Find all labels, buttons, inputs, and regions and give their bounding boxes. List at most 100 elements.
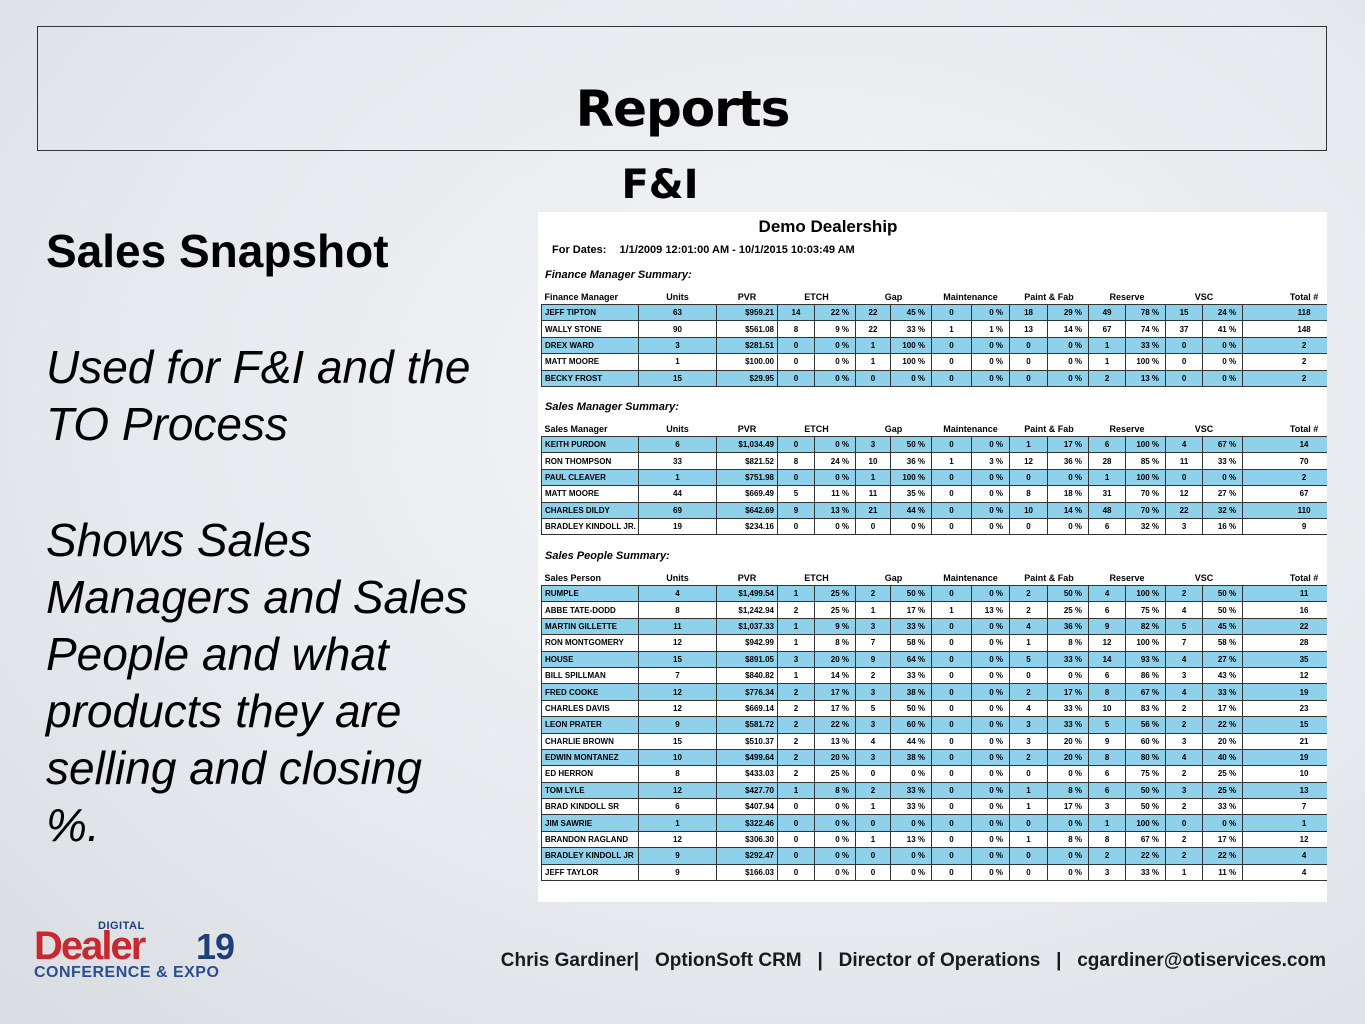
table-cell: 0 % (814, 814, 856, 832)
column-header: Reserve (1109, 424, 1145, 434)
table-cell: 18 (1009, 303, 1049, 322)
table-cell: 33 % (1047, 699, 1090, 718)
table-cell: 24 % (1202, 303, 1244, 322)
table-cell: $891.05 (716, 650, 778, 668)
row-name-cell: RUMPLE (541, 584, 639, 603)
table-cell: 50 % (889, 584, 933, 603)
table-cell: 0 % (814, 863, 856, 882)
table-cell: 0 % (814, 369, 856, 387)
table-cell: 4 (1009, 617, 1049, 636)
table-cell: 110 (1242, 501, 1327, 519)
table-cell: 9 (777, 501, 815, 519)
table-cell: 0 (777, 798, 815, 816)
table-cell: 0 (777, 336, 815, 355)
table-cell: 14 % (814, 666, 856, 685)
table-cell: 93 % (1125, 650, 1167, 668)
section-title: Finance Manager Summary: (545, 269, 692, 281)
table-cell: 12 (1088, 634, 1127, 652)
row-name-cell: PAUL CLEAVER (541, 468, 639, 487)
table-cell: 1 (777, 634, 815, 652)
table-cell: 0 (855, 517, 891, 536)
table-cell: 7 (638, 666, 717, 685)
table-cell: 1 (1009, 830, 1049, 849)
table-cell: 83 % (1125, 699, 1167, 718)
table-cell: 0 % (971, 617, 1011, 636)
table-cell: $1,242.94 (716, 601, 778, 619)
table-cell: 2 (777, 601, 815, 619)
table-cell: 0 (931, 435, 973, 454)
table-cell: 0 (1165, 468, 1204, 487)
table-row: BILL SPILLMAN 7 $840.82 1 14 % 2 33 % 0 0 % 0 0 % 6… (541, 666, 1327, 685)
table-cell: 2 (1165, 798, 1204, 816)
table-cell: 0 (1009, 863, 1049, 882)
table-cell: 0 % (814, 830, 856, 849)
table-cell: 12 (1242, 666, 1327, 685)
table-cell: 100 % (1125, 468, 1167, 487)
row-name-cell: JEFF TAYLOR (541, 863, 639, 882)
summary-table: Sales Person Units PVR ETCH Gap Maintenance Pa… (541, 571, 1327, 882)
table-cell: 0 % (1047, 765, 1090, 783)
table-cell: 0 (777, 814, 815, 832)
table-cell: 10 (1088, 699, 1127, 718)
table-cell: 0 (1009, 814, 1049, 832)
table-cell: 0 (855, 765, 891, 783)
report-screenshot: Demo Dealership For Dates: 1/1/2009 12:0… (538, 212, 1327, 902)
row-name-cell: BRAD KINDOLL SR (541, 798, 639, 816)
table-cell: 2 (1088, 847, 1127, 865)
table-cell: 38 % (889, 748, 933, 767)
table-cell: $166.03 (716, 863, 778, 882)
row-name-cell: BRANDON RAGLAND (541, 830, 639, 849)
table-cell: 20 % (1047, 748, 1090, 767)
table-cell: 0 (1009, 765, 1049, 783)
table-cell: 8 (1088, 830, 1127, 849)
table-cell: $751.98 (716, 468, 778, 487)
table-cell: 0 % (971, 765, 1011, 783)
table-cell: 0 (777, 517, 815, 536)
column-header: PVR (737, 573, 757, 583)
table-cell: 0 % (971, 501, 1011, 519)
table-cell: 1 (638, 468, 717, 487)
table-cell: $942.99 (716, 634, 778, 652)
row-name-cell: JIM SAWRIE (541, 814, 639, 832)
logo-dealer-text: Dealer (34, 924, 146, 968)
logo-number: 19 (196, 926, 235, 967)
table-cell: 1 (931, 601, 973, 619)
table-cell: 15 (1165, 303, 1204, 322)
table-cell: 22 % (1202, 847, 1244, 865)
row-name-cell: LEON PRATER (541, 716, 639, 734)
table-cell: 0 % (814, 353, 856, 371)
table-cell: 16 (1242, 601, 1327, 619)
table-cell: 33 % (1125, 863, 1167, 882)
table-cell: $427.70 (716, 781, 778, 800)
table-cell: 11 (1165, 452, 1204, 470)
row-name-cell: CHARLIE BROWN (541, 732, 639, 750)
table-cell: 0 (931, 353, 973, 371)
table-cell: 0 (931, 847, 973, 865)
column-header: Gap (884, 424, 903, 434)
table-cell: 2 (777, 765, 815, 783)
row-name-cell: WALLY STONE (541, 320, 639, 338)
table-cell: 1 (777, 666, 815, 685)
table-cell: 8 % (814, 781, 856, 800)
table-cell: 6 (1088, 666, 1127, 685)
logo-digital-text: DIGITAL (98, 920, 145, 932)
table-cell: 0 (855, 847, 891, 865)
table-cell: 38 % (889, 683, 933, 701)
table-cell: 19 (638, 517, 717, 536)
table-cell: 56 % (1125, 716, 1167, 734)
section-heading: Sales Snapshot (46, 225, 389, 277)
table-row: CHARLES DAVIS 12 $669.14 2 17 % 5 50 % 0 0 % 4 33 … (541, 699, 1327, 718)
table-cell: 25 % (1047, 601, 1090, 619)
table-cell: 148 (1242, 320, 1327, 338)
table-cell: 0 % (971, 435, 1011, 454)
table-cell: $776.34 (716, 683, 778, 701)
column-header: Total # (1289, 292, 1319, 302)
table-cell: 58 % (889, 634, 933, 652)
table-cell: $642.69 (716, 501, 778, 519)
table-cell: $669.14 (716, 699, 778, 718)
table-cell: 2 (1165, 830, 1204, 849)
table-cell: 8 % (1047, 781, 1090, 800)
table-cell: 15 (638, 732, 717, 750)
table-cell: 5 (777, 485, 815, 503)
table-cell: 22 (855, 303, 891, 322)
